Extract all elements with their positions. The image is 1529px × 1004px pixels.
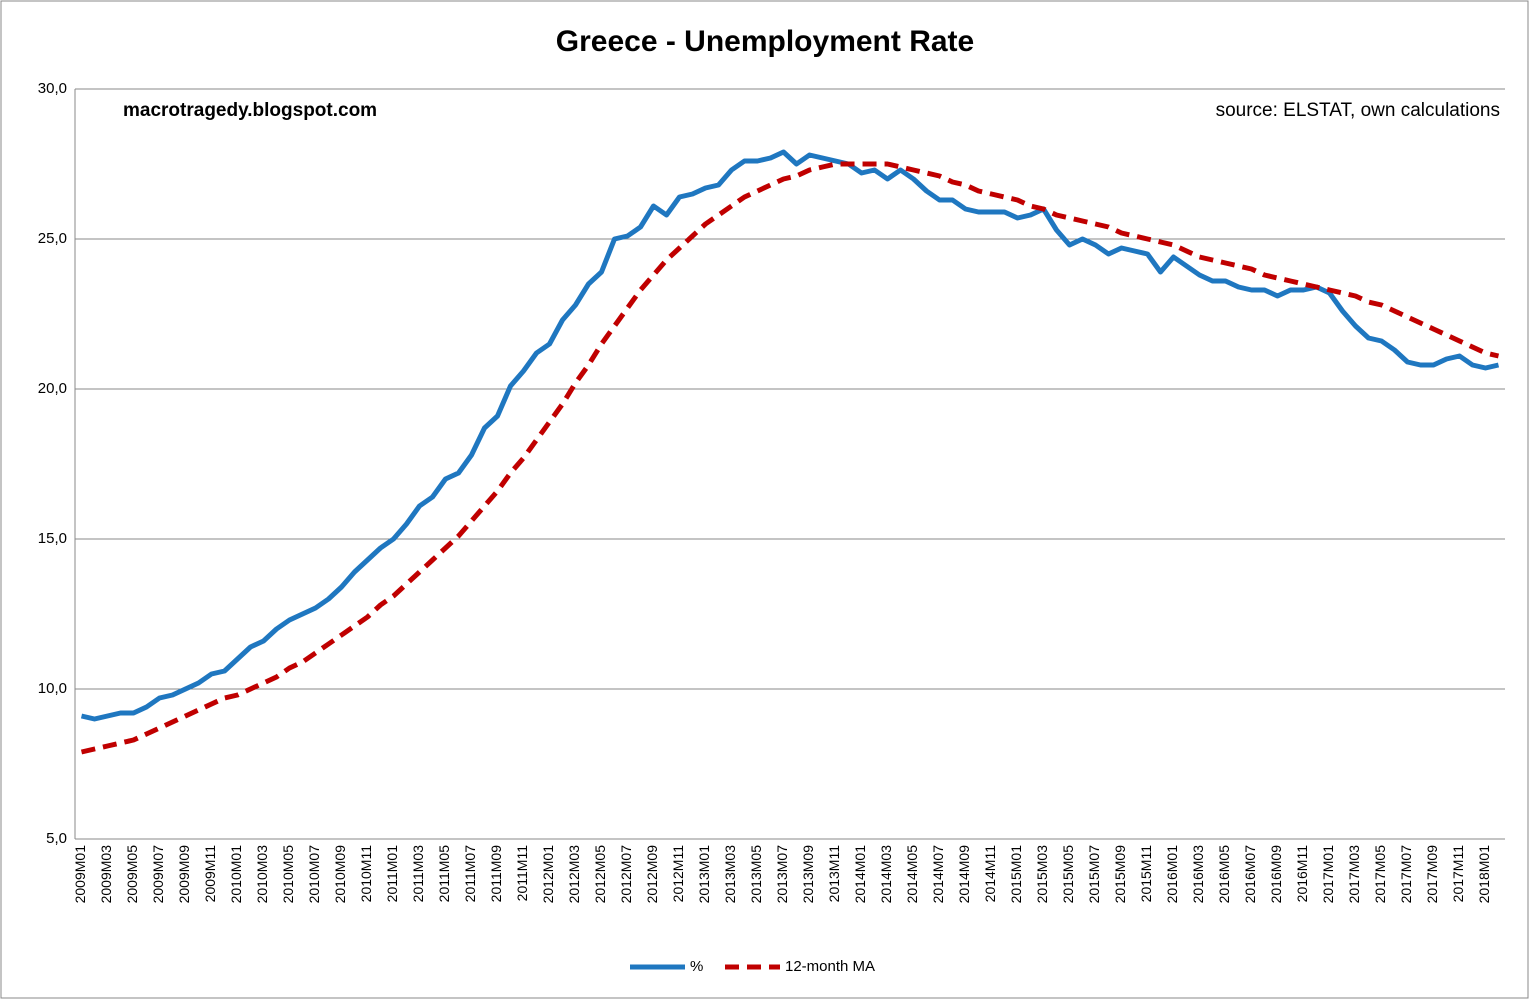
x-tick-label: 2010M05 (280, 845, 296, 904)
x-tick-label: 2012M01 (540, 845, 556, 904)
x-tick-label: 2013M09 (800, 845, 816, 904)
x-tick-label: 2009M07 (150, 845, 166, 904)
x-tick-label: 2014M05 (904, 845, 920, 904)
line-series (80, 149, 1500, 722)
annotation: source: ELSTAT, own calculations (1216, 100, 1500, 121)
x-tick-label: 2013M01 (696, 845, 712, 904)
annotation: macrotragedy.blogspot.com (123, 100, 377, 121)
x-tick-label: 2013M11 (826, 845, 842, 903)
y-tick-label: 20,0 (38, 380, 67, 397)
x-tick-label: 2010M07 (306, 845, 322, 904)
y-tick-label: 15,0 (38, 530, 67, 547)
x-tick-label: 2010M09 (332, 845, 348, 904)
x-tick-label: 2016M01 (1164, 845, 1180, 904)
chart-title: Greece - Unemployment Rate (556, 25, 974, 58)
line-series (80, 161, 1500, 755)
y-tick-label: 5,0 (46, 830, 67, 847)
x-tick-label: 2011M07 (462, 845, 478, 903)
x-tick-label: 2011M01 (384, 845, 400, 903)
x-tick-label: 2011M03 (410, 845, 426, 903)
x-tick-label: 2009M09 (176, 845, 192, 904)
x-tick-label: 2014M01 (852, 845, 868, 904)
x-tick-label: 2015M05 (1060, 845, 1076, 904)
legend-label: % (690, 958, 703, 975)
x-tick-label: 2012M03 (566, 845, 582, 904)
x-tick-label: 2016M09 (1268, 845, 1284, 904)
x-tick-label: 2015M07 (1086, 845, 1102, 904)
x-tick-label: 2013M05 (748, 845, 764, 904)
x-tick-label: 2017M01 (1320, 845, 1336, 904)
x-tick-label: 2016M07 (1242, 845, 1258, 904)
x-tick-label: 2017M05 (1372, 845, 1388, 904)
x-tick-label: 2017M11 (1450, 845, 1466, 903)
x-tick-label: 2011M05 (436, 845, 452, 903)
x-tick-label: 2011M09 (488, 845, 504, 903)
x-tick-label: 2015M09 (1112, 845, 1128, 904)
x-tick-label: 2009M05 (124, 845, 140, 904)
x-tick-label: 2010M11 (358, 845, 374, 903)
x-tick-label: 2015M01 (1008, 845, 1024, 904)
x-tick-label: 2012M05 (592, 845, 608, 904)
x-tick-label: 2017M09 (1424, 845, 1440, 904)
y-tick-label: 25,0 (38, 230, 67, 247)
x-tick-label: 2009M11 (202, 845, 218, 903)
x-tick-label: 2016M05 (1216, 845, 1232, 904)
x-tick-label: 2014M07 (930, 845, 946, 904)
x-tick-label: 2012M09 (644, 845, 660, 904)
x-tick-label: 2015M11 (1138, 845, 1154, 903)
y-tick-label: 30,0 (38, 80, 67, 97)
x-tick-label: 2009M03 (98, 845, 114, 904)
x-tick-label: 2010M03 (254, 845, 270, 904)
x-tick-label: 2012M07 (618, 845, 634, 904)
x-tick-label: 2017M07 (1398, 845, 1414, 904)
y-tick-label: 10,0 (38, 680, 67, 697)
x-tick-label: 2014M11 (982, 845, 998, 903)
x-tick-label: 2014M09 (956, 845, 972, 904)
x-tick-label: 2013M07 (774, 845, 790, 904)
x-tick-label: 2013M03 (722, 845, 738, 904)
x-tick-label: 2009M01 (72, 845, 88, 904)
x-tick-label: 2015M03 (1034, 845, 1050, 904)
x-tick-label: 2014M03 (878, 845, 894, 904)
x-tick-label: 2012M11 (670, 845, 686, 903)
legend-label: 12-month MA (785, 958, 875, 975)
x-tick-label: 2016M03 (1190, 845, 1206, 904)
x-tick-label: 2010M01 (228, 845, 244, 904)
x-tick-label: 2017M03 (1346, 845, 1362, 904)
x-tick-label: 2016M11 (1294, 845, 1310, 903)
x-tick-label: 2011M11 (514, 845, 530, 902)
x-tick-label: 2018M01 (1476, 845, 1492, 904)
